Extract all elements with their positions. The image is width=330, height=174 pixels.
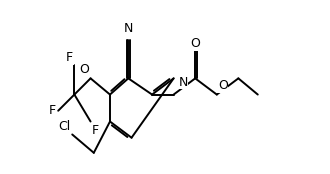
Text: Cl: Cl	[58, 120, 70, 133]
Text: O: O	[218, 79, 228, 92]
Text: F: F	[49, 104, 56, 117]
Text: F: F	[66, 51, 73, 64]
Text: F: F	[92, 124, 99, 137]
Text: N: N	[179, 76, 188, 89]
Text: O: O	[190, 37, 200, 50]
Text: O: O	[80, 63, 89, 76]
Text: N: N	[124, 22, 133, 35]
